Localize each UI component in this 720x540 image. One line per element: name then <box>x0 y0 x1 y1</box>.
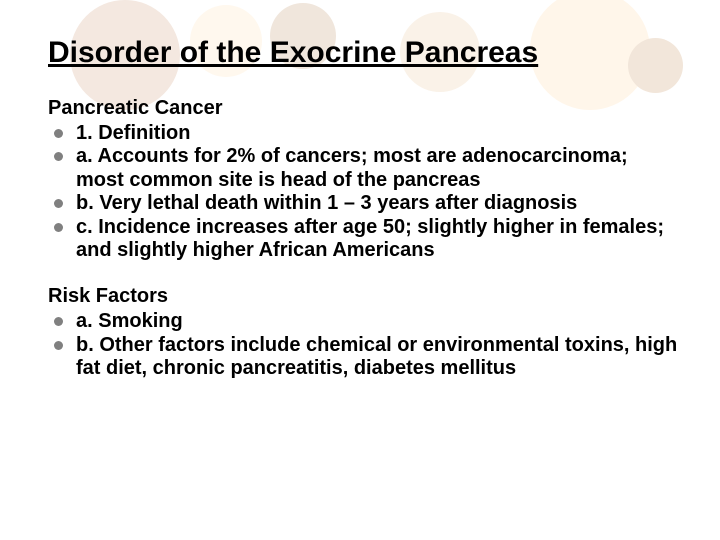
slide-content: Disorder of the Exocrine Pancreas Pancre… <box>0 0 720 423</box>
bullet-list-1: 1. Definitiona. Accounts for 2% of cance… <box>48 122 680 264</box>
list-item: b. Very lethal death within 1 – 3 years … <box>48 192 680 216</box>
section-heading-2: Risk Factors <box>48 285 680 308</box>
section-heading-1: Pancreatic Cancer <box>48 97 680 120</box>
bullet-list-2: a. Smokingb. Other factors include chemi… <box>48 310 680 381</box>
slide-title: Disorder of the Exocrine Pancreas <box>48 36 680 71</box>
list-item: 1. Definition <box>48 122 680 146</box>
list-item: a. Accounts for 2% of cancers; most are … <box>48 145 680 192</box>
list-item: b. Other factors include chemical or env… <box>48 334 680 381</box>
list-item: a. Smoking <box>48 310 680 334</box>
list-item: c. Incidence increases after age 50; sli… <box>48 216 680 263</box>
